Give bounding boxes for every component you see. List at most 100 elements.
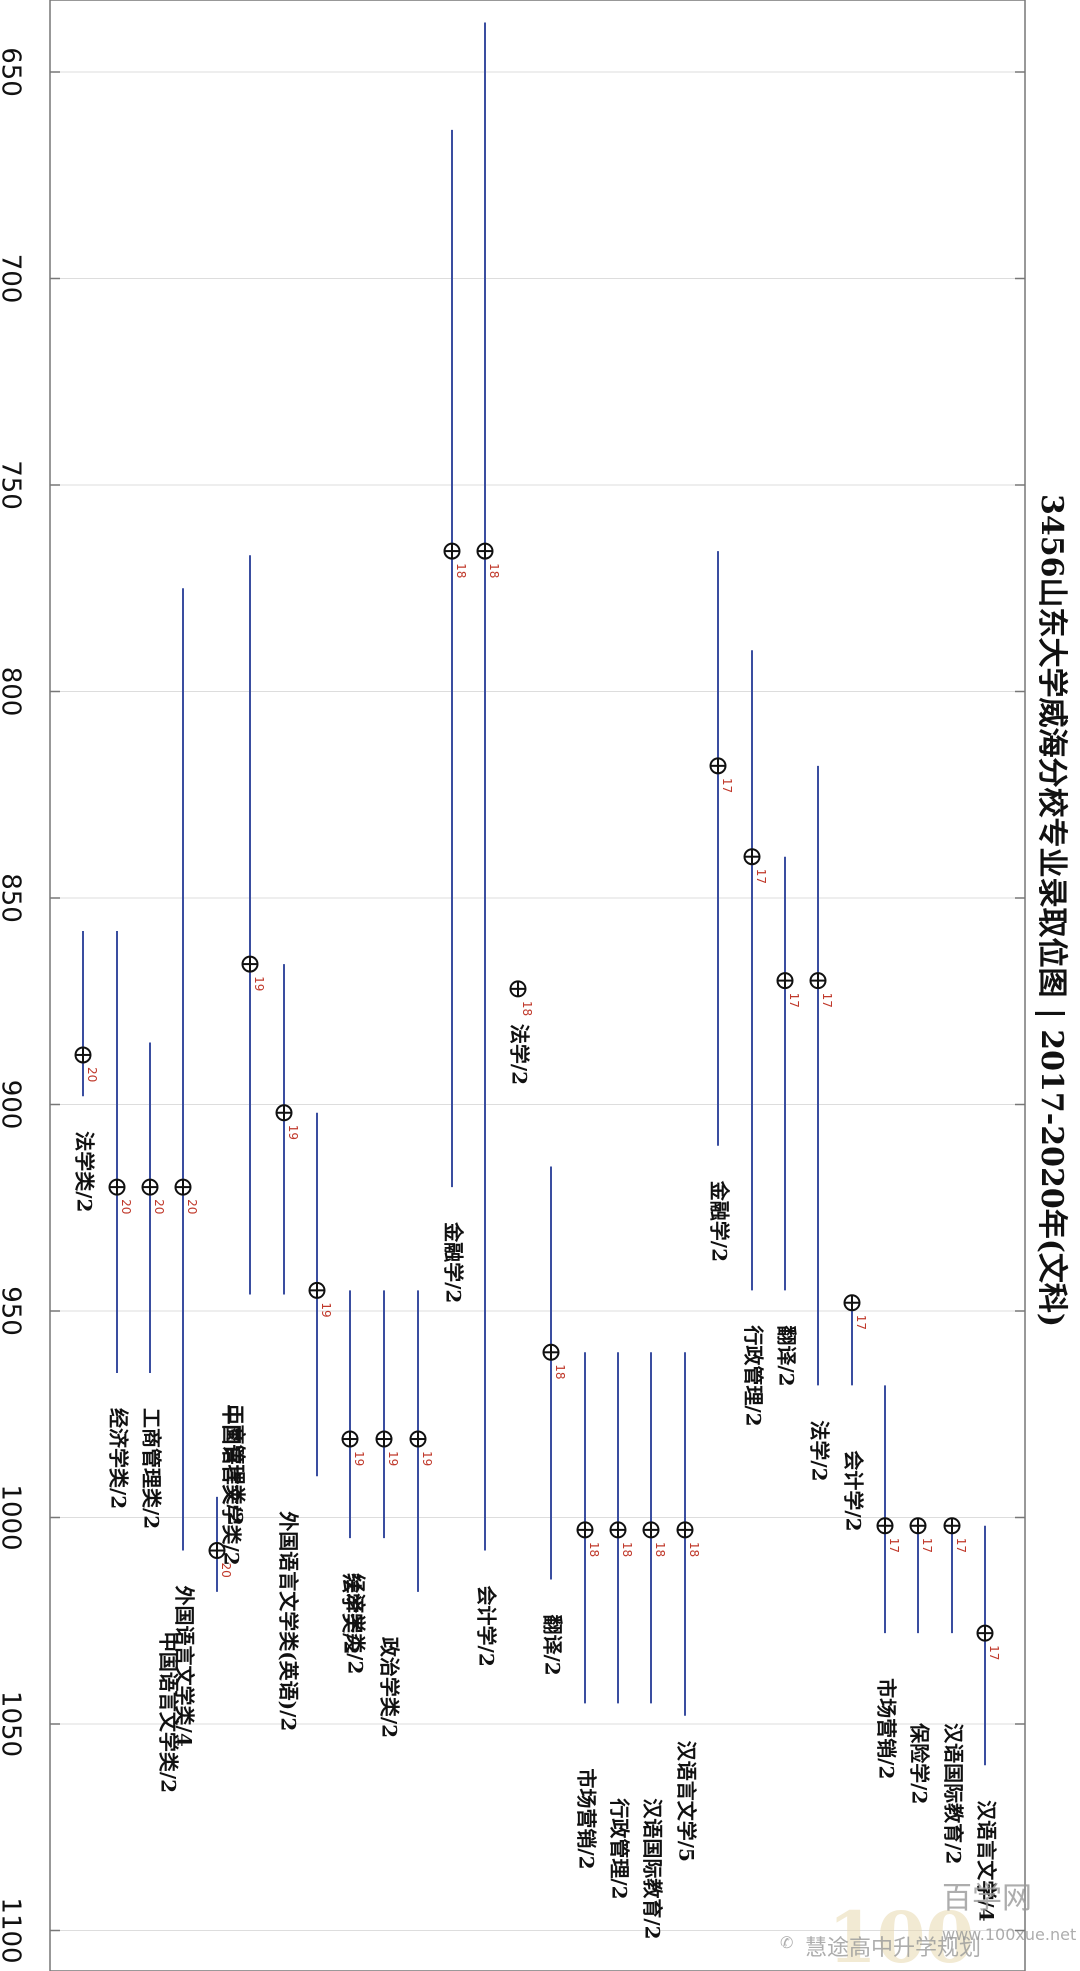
wechat-icon: ✆ bbox=[780, 1933, 793, 1952]
item-11: 18 金融学/2 bbox=[442, 129, 468, 1303]
major-label: 外国语言文学类(英语)/2 bbox=[277, 1511, 301, 1731]
point-year-label: 19 bbox=[252, 976, 266, 991]
point-year-label: 18 bbox=[620, 1542, 634, 1557]
point-year-label: 18 bbox=[520, 1001, 534, 1016]
item-7: 19 外国语言文学类(英语)/2 bbox=[277, 1112, 333, 1731]
tick-label-1100: 1100 bbox=[0, 1897, 26, 1963]
major-label: 政治学类/2 bbox=[378, 1637, 402, 1738]
point-year-label: 17 bbox=[920, 1538, 934, 1553]
point-year-label: 18 bbox=[487, 563, 501, 578]
major-label: 工商管理类/2 bbox=[140, 1408, 164, 1529]
point-year-label: 17 bbox=[754, 869, 768, 884]
major-label: 汉语言文学/4 bbox=[975, 1800, 999, 1921]
item-5: 19 中国语言文学类/2 bbox=[220, 555, 266, 1566]
item-18: 18 汉语言文学/5 bbox=[675, 1352, 701, 1862]
point-year-label: 17 bbox=[954, 1538, 968, 1553]
major-label: 金融学/2 bbox=[708, 1180, 732, 1262]
item-9: 19 经济学类/2 bbox=[344, 1290, 400, 1674]
point-year-label: 18 bbox=[687, 1542, 701, 1557]
tick-label-1050: 1050 bbox=[0, 1691, 26, 1757]
point-year-label: 19 bbox=[286, 1125, 300, 1140]
major-label: 市场营销/2 bbox=[575, 1768, 599, 1869]
item-10: 19 政治学类/2 bbox=[378, 1290, 434, 1738]
item-6: 19 工商管理类/2 bbox=[224, 964, 300, 1526]
item-15: 18 市场营销/2 bbox=[575, 1352, 601, 1870]
watermark-wechat-text: 慧途高中升学规划 bbox=[805, 1936, 981, 1961]
watermark: 100 百学网 www.100xue.net ✆ 慧途高中升学规划 bbox=[780, 1881, 1076, 1971]
item-12: 18 会计学/2 bbox=[475, 22, 501, 1667]
major-label: 中国语言文学类/2 bbox=[157, 1632, 181, 1793]
major-label: 行政管理/2 bbox=[608, 1797, 632, 1899]
major-label: 翻译/2 bbox=[541, 1614, 565, 1675]
axis-ticks: 650 700 750 800 850 900 950 1000 1050 1100 bbox=[0, 47, 26, 1963]
major-label: 金融学/2 bbox=[442, 1221, 466, 1303]
item-19: 17 金融学/2 bbox=[708, 551, 734, 1262]
item-26: 17 汉语国际教育/2 bbox=[942, 1517, 968, 1864]
item-27: 17 汉语言文学/4 bbox=[975, 1525, 1001, 1922]
point-year-label: 19 bbox=[420, 1451, 434, 1466]
point-year-label: 20 bbox=[219, 1563, 233, 1578]
grid bbox=[49, 0, 1026, 1971]
point-year-label: 17 bbox=[887, 1538, 901, 1553]
major-label: 经济学类/2 bbox=[107, 1408, 131, 1509]
major-label: 中国语言文学类/2 bbox=[220, 1404, 244, 1565]
item-3: 20 外国语言文学类/4 bbox=[173, 588, 199, 1747]
point-year-label: 17 bbox=[720, 778, 734, 793]
watermark-url: www.100xue.net bbox=[942, 1925, 1076, 1944]
point-year-label: 18 bbox=[454, 563, 468, 578]
item-4: 20 中国语言文学类/2 bbox=[157, 1496, 233, 1793]
point-year-label: 17 bbox=[820, 993, 834, 1008]
item-17: 18 汉语国际教育/2 bbox=[641, 1352, 667, 1940]
item-20: 17 行政管理/2 bbox=[742, 650, 768, 1427]
point-year-label: 17 bbox=[854, 1315, 868, 1330]
tick-label-800: 800 bbox=[0, 667, 26, 717]
major-label: 法学/2 bbox=[808, 1420, 832, 1481]
major-label: 保险学/2 bbox=[908, 1722, 932, 1804]
point-year-label: 18 bbox=[653, 1542, 667, 1557]
watermark-logo-number: 100 bbox=[828, 1896, 974, 1971]
point-year-label: 19 bbox=[319, 1302, 333, 1317]
item-25: 17 保险学/2 bbox=[908, 1517, 934, 1804]
point-year-label: 20 bbox=[119, 1199, 133, 1214]
major-label: 会计学/2 bbox=[475, 1586, 499, 1667]
major-label: 汉语国际教育/2 bbox=[942, 1723, 966, 1864]
major-label: 外国语言文学类/4 bbox=[173, 1586, 197, 1747]
chart-title: 3456山东大学威海分校专业录取位图 | 2017-2020年(文科) bbox=[1034, 494, 1069, 1327]
point-year-label: 20 bbox=[152, 1199, 166, 1214]
tick-label-850: 850 bbox=[0, 873, 26, 923]
major-label: 行政管理/2 bbox=[742, 1324, 766, 1426]
item-16: 18 行政管理/2 bbox=[608, 1352, 634, 1900]
item-2: 20 工商管理类/2 bbox=[140, 1042, 166, 1529]
watermark-logo-text: 百学网 bbox=[942, 1881, 1032, 1916]
item-14: 18 翻译/2 bbox=[541, 1166, 567, 1676]
point-year-label: 20 bbox=[185, 1199, 199, 1214]
major-label: 法学/2 bbox=[508, 1024, 532, 1085]
item-8: 19 法学类/2 bbox=[340, 1290, 366, 1654]
major-label: 法学类/2 bbox=[73, 1131, 97, 1212]
item-1: 20 经济学类/2 bbox=[107, 931, 133, 1509]
major-label: 工商管理类/2 bbox=[224, 1404, 248, 1525]
point-year-label: 19 bbox=[352, 1451, 366, 1466]
major-label: 会计学/2 bbox=[842, 1450, 866, 1531]
major-label: 汉语国际教育/2 bbox=[641, 1798, 665, 1939]
point-year-label: 17 bbox=[787, 993, 801, 1008]
item-13: 18 法学/2 bbox=[508, 980, 534, 1085]
point-year-label: 19 bbox=[386, 1451, 400, 1466]
major-label: 汉语言文学/5 bbox=[675, 1741, 699, 1862]
item-23: 17 会计学/2 bbox=[842, 1294, 868, 1532]
major-label: 市场营销/2 bbox=[875, 1678, 899, 1779]
tick-label-1000: 1000 bbox=[0, 1484, 26, 1550]
item-22: 17 法学/2 bbox=[808, 765, 834, 1482]
tick-label-700: 700 bbox=[0, 254, 26, 304]
point-year-label: 18 bbox=[587, 1542, 601, 1557]
item-21: 17 翻译/2 bbox=[775, 856, 801, 1387]
major-label: 翻译/2 bbox=[775, 1325, 799, 1386]
point-year-label: 18 bbox=[553, 1364, 567, 1379]
major-label: 法学类/2 bbox=[340, 1573, 364, 1654]
tick-label-650: 650 bbox=[0, 47, 26, 97]
point-year-label: 20 bbox=[85, 1067, 99, 1082]
tick-label-750: 750 bbox=[0, 460, 26, 510]
plot-frame bbox=[49, 0, 1026, 1971]
